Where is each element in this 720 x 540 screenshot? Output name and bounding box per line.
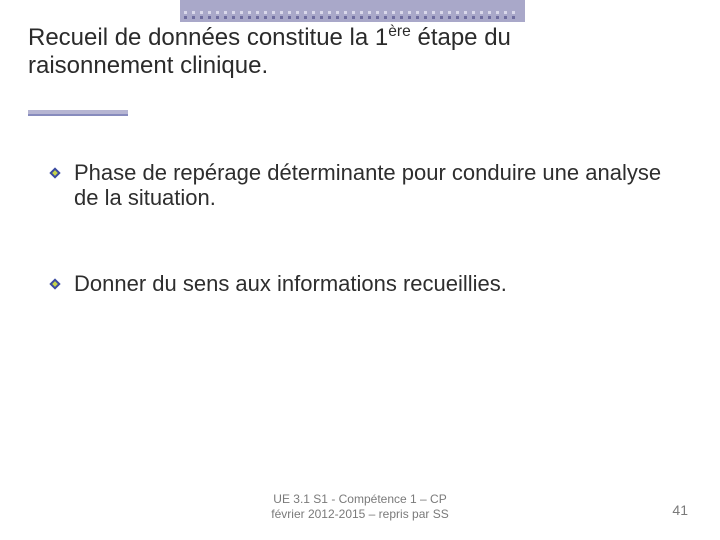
slide-body: Phase de repérage déterminante pour cond…	[48, 160, 680, 356]
slide-title: Recueil de données constitue la 1ère éta…	[28, 24, 688, 79]
page-number: 41	[672, 502, 688, 518]
bullet-item: Phase de repérage déterminante pour cond…	[48, 160, 680, 211]
diamond-bullet-icon	[48, 166, 62, 180]
decorative-dots-dark	[180, 16, 525, 19]
bullet-text: Phase de repérage déterminante pour cond…	[74, 160, 680, 211]
footer-line2: février 2012-2015 – repris par SS	[271, 507, 448, 521]
slide-footer: UE 3.1 S1 - Compétence 1 – CP février 20…	[0, 492, 720, 522]
diamond-bullet-icon	[48, 277, 62, 291]
footer-line1: UE 3.1 S1 - Compétence 1 – CP	[273, 492, 446, 506]
title-line1-part1: Recueil de données constitue la 1	[28, 24, 388, 51]
title-superscript: ère	[388, 23, 411, 40]
title-underline	[28, 110, 128, 116]
title-line1-part2: étape du	[411, 24, 511, 51]
bullet-item: Donner du sens aux informations recueill…	[48, 271, 680, 296]
title-line2: raisonnement clinique.	[28, 52, 268, 79]
slide: Recueil de données constitue la 1ère éta…	[0, 0, 720, 540]
decorative-top-bar	[180, 0, 525, 22]
bullet-text: Donner du sens aux informations recueill…	[74, 271, 680, 296]
decorative-dots-light	[180, 11, 525, 14]
